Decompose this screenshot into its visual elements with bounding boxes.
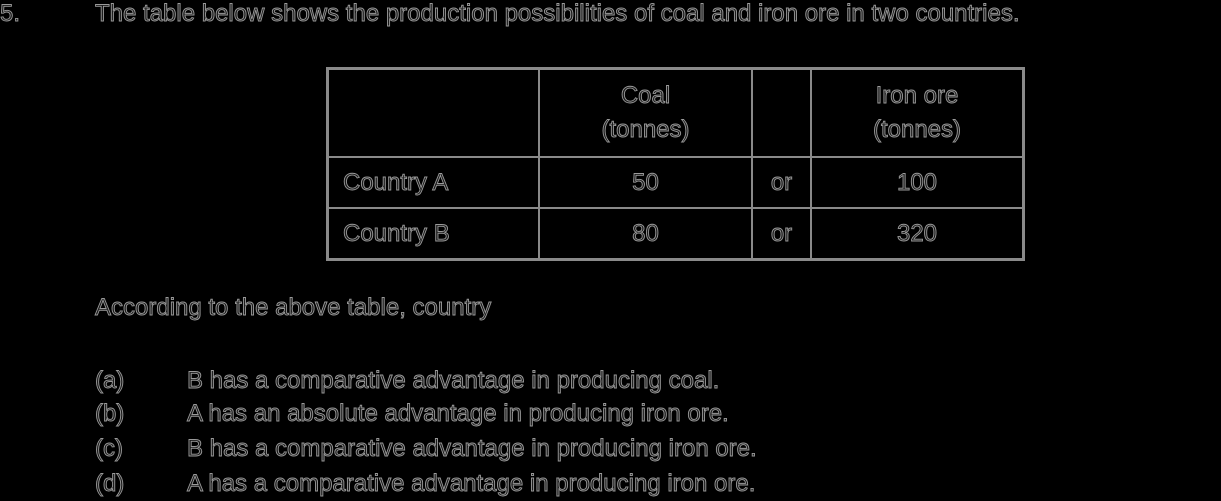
question-text: The table below shows the production pos… [95, 0, 1020, 27]
or-cell: or [752, 208, 811, 259]
country-cell: Country B [328, 208, 539, 259]
header-coal-line1: Coal [620, 82, 671, 110]
or-cell: or [752, 157, 811, 208]
option-d[interactable]: (d) A has a comparative advantage in prod… [95, 470, 756, 498]
header-coal: Coal (tonnes) [539, 69, 752, 157]
header-iron-ore: Iron ore (tonnes) [811, 69, 1023, 157]
option-b[interactable]: (b) A has an absolute advantage in produc… [95, 400, 730, 428]
header-blank-cell [328, 69, 539, 157]
option-c[interactable]: (c) B has a comparative advantage in prod… [95, 435, 758, 463]
question-number: 5. [0, 0, 21, 27]
option-label: (a) [95, 367, 125, 395]
option-label: (d) [95, 470, 125, 498]
option-label: (c) [95, 435, 124, 463]
iron-ore-cell: 100 [811, 157, 1023, 208]
iron-ore-cell: 320 [811, 208, 1023, 259]
table-row: Country B 80 or 320 [328, 208, 1023, 259]
option-label: (b) [95, 400, 125, 428]
option-text: A has a comparative advantage in produci… [187, 470, 756, 498]
coal-cell: 80 [539, 208, 752, 259]
question-stem: According to the above table, country [95, 294, 492, 322]
option-text: A has an absolute advantage in producing… [187, 400, 730, 428]
table-header-row: Coal (tonnes) Iron ore (tonnes) [328, 69, 1023, 157]
production-possibilities-table: Coal (tonnes) Iron ore (tonnes) Country … [326, 67, 1025, 261]
option-text: B has a comparative advantage in produci… [187, 367, 720, 395]
option-a[interactable]: (a) B has a comparative advantage in prod… [95, 367, 720, 395]
header-coal-line2: (tonnes) [601, 116, 690, 144]
country-cell: Country A [328, 157, 539, 208]
header-iron-line1: Iron ore [875, 82, 959, 110]
table-row: Country A 50 or 100 [328, 157, 1023, 208]
option-text: B has a comparative advantage in produci… [187, 435, 758, 463]
coal-cell: 50 [539, 157, 752, 208]
header-iron-line2: (tonnes) [872, 116, 962, 144]
header-or-blank-cell [752, 69, 811, 157]
